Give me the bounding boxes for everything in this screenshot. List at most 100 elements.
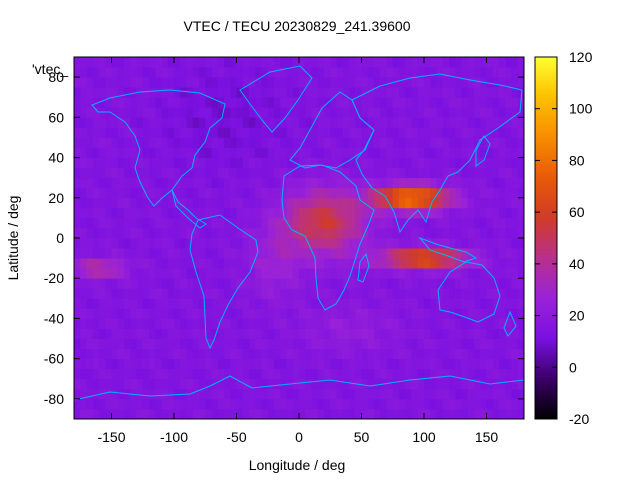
heatmap-cell xyxy=(199,358,206,370)
heatmap-cell xyxy=(199,258,206,269)
heatmap-cell xyxy=(99,348,106,360)
heatmap-cell xyxy=(367,117,375,128)
heatmap-cell xyxy=(105,147,112,158)
heatmap-cell xyxy=(417,378,425,390)
heatmap-cell xyxy=(386,308,394,319)
heatmap-cell xyxy=(361,348,369,360)
heatmap-cell xyxy=(117,227,125,239)
heatmap-cell xyxy=(149,187,156,199)
heatmap-cell xyxy=(261,248,269,259)
heatmap-cell xyxy=(186,368,194,380)
heatmap-cell xyxy=(436,197,444,209)
heatmap-cell xyxy=(424,398,431,410)
heatmap-cell xyxy=(461,248,469,259)
coastline-madagascar xyxy=(357,252,370,283)
heatmap-cell xyxy=(249,358,256,370)
heatmap-cell xyxy=(124,368,131,380)
heatmap-cell xyxy=(130,67,137,78)
heatmap-cell xyxy=(499,328,506,339)
heatmap-cell xyxy=(249,177,256,189)
heatmap-cell xyxy=(149,258,156,269)
heatmap-cell xyxy=(205,248,212,259)
heatmap-cell xyxy=(124,288,131,299)
heatmap-cell xyxy=(174,308,181,319)
heatmap-cell xyxy=(336,107,344,118)
heatmap-cell xyxy=(311,137,319,148)
heatmap-cell xyxy=(417,147,425,158)
heatmap-cell xyxy=(280,308,287,319)
heatmap-cell xyxy=(505,368,512,380)
heatmap-cell xyxy=(430,388,437,400)
heatmap-cell xyxy=(361,167,369,179)
heatmap-cell xyxy=(467,67,475,78)
heatmap-cell xyxy=(349,77,356,88)
heatmap-cell xyxy=(499,67,506,78)
heatmap-cell xyxy=(505,298,512,309)
heatmap-cell xyxy=(211,107,219,118)
heatmap-cell xyxy=(111,97,119,108)
heatmap-cell xyxy=(230,238,237,249)
heatmap-cell xyxy=(361,398,369,410)
heatmap-cell xyxy=(136,388,144,400)
heatmap-cell xyxy=(174,117,181,128)
heatmap-cell xyxy=(180,398,187,410)
heatmap-cell xyxy=(511,217,519,229)
heatmap-cell xyxy=(430,278,437,289)
heatmap-cell xyxy=(355,398,362,410)
heatmap-cell xyxy=(274,77,281,88)
heatmap-cell xyxy=(130,147,137,158)
heatmap-cell xyxy=(324,348,331,360)
heatmap-cell xyxy=(274,167,281,179)
heatmap-cell xyxy=(92,177,100,189)
colorbar-tick-label: 20 xyxy=(569,308,585,324)
heatmap-cell xyxy=(474,388,481,400)
heatmap-cell xyxy=(342,57,350,68)
heatmap-cell xyxy=(399,157,406,169)
heatmap-cell xyxy=(142,278,150,289)
heatmap-cell xyxy=(336,408,344,419)
heatmap-cell xyxy=(186,248,194,259)
heatmap-cell xyxy=(461,87,469,98)
heatmap-cell xyxy=(267,227,275,239)
heatmap-cell xyxy=(505,107,512,118)
heatmap-cell xyxy=(92,238,100,249)
heatmap-cell xyxy=(380,258,387,269)
heatmap-cell xyxy=(367,87,375,98)
heatmap-cell xyxy=(186,348,194,360)
heatmap-cell xyxy=(436,137,444,148)
heatmap-cell xyxy=(299,348,306,360)
heatmap-cell xyxy=(386,207,394,219)
heatmap-cell xyxy=(167,167,175,179)
heatmap-cell xyxy=(174,298,181,309)
heatmap-cell xyxy=(505,328,512,339)
heatmap-cell xyxy=(217,318,225,329)
heatmap-cell xyxy=(292,177,300,189)
heatmap-cell xyxy=(261,398,269,410)
heatmap-cell xyxy=(355,197,362,209)
heatmap-cell xyxy=(405,298,412,309)
heatmap-cell xyxy=(324,358,331,370)
heatmap-cell xyxy=(205,197,212,209)
heatmap-cell xyxy=(230,358,237,370)
heatmap-cell xyxy=(149,238,156,249)
heatmap-cell xyxy=(367,358,375,370)
heatmap-cell xyxy=(380,77,387,88)
heatmap-cell xyxy=(142,388,150,400)
heatmap-cell xyxy=(155,328,162,339)
heatmap-cell xyxy=(199,328,206,339)
heatmap-cell xyxy=(92,207,100,219)
heatmap-cell xyxy=(286,227,294,239)
heatmap-cell xyxy=(136,77,144,88)
heatmap-cell xyxy=(136,318,144,329)
heatmap-cell xyxy=(280,318,287,329)
heatmap-cell xyxy=(355,358,362,370)
heatmap-cell xyxy=(311,398,319,410)
heatmap-cell xyxy=(286,117,294,128)
heatmap-cell xyxy=(480,127,487,138)
heatmap-cell xyxy=(449,338,456,350)
heatmap-cell xyxy=(224,227,231,239)
heatmap-cell xyxy=(274,67,281,78)
heatmap-cell xyxy=(192,57,200,68)
heatmap-cell xyxy=(92,318,100,329)
heatmap-cell xyxy=(424,77,431,88)
